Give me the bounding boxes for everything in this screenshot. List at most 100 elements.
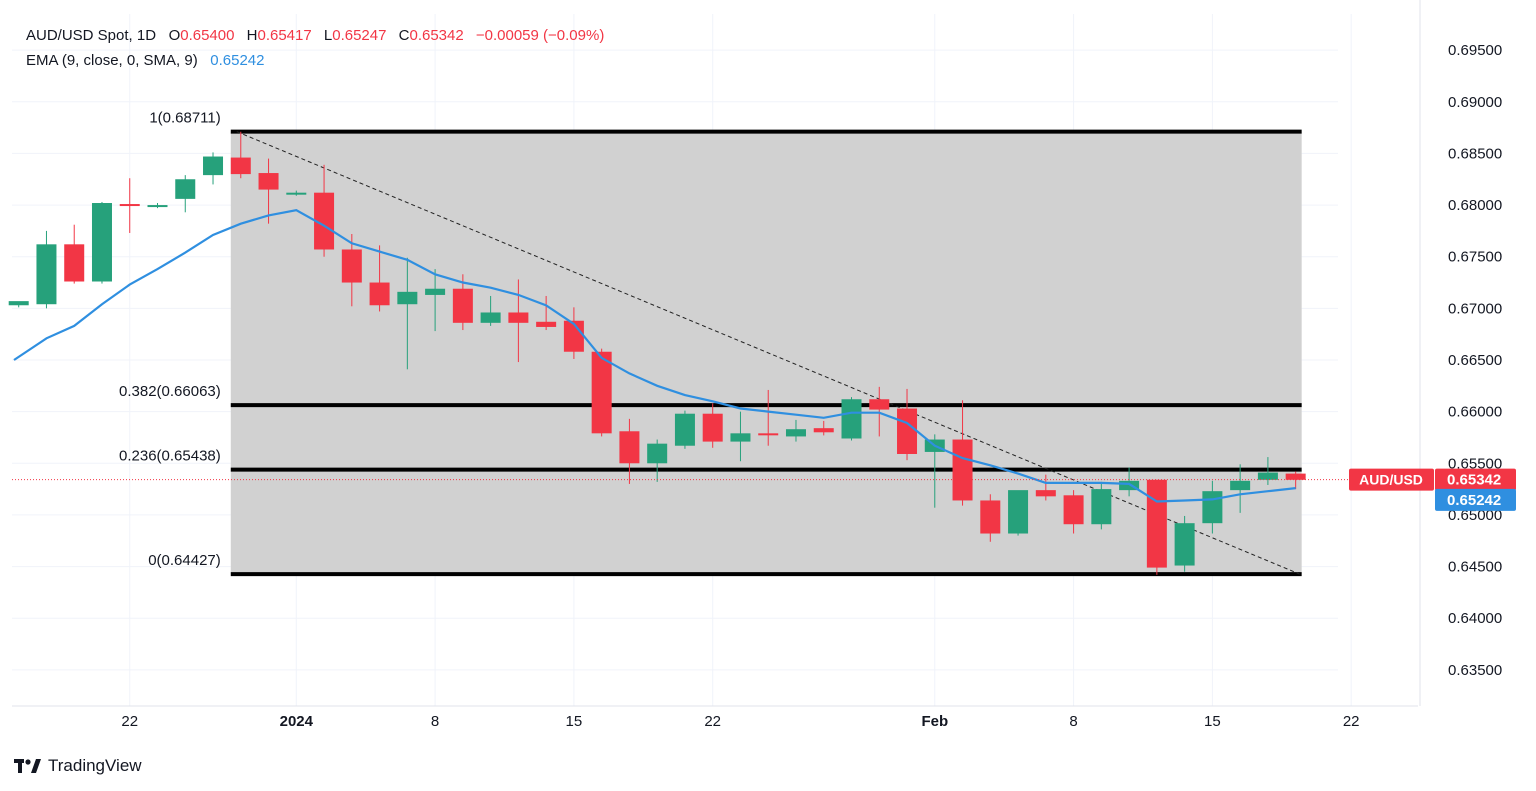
brand-name: TradingView <box>48 756 142 775</box>
candle-body <box>314 192 335 250</box>
candle <box>1230 464 1251 513</box>
candle-body <box>1146 479 1167 568</box>
candle <box>758 389 779 446</box>
candle-body <box>980 500 1001 534</box>
change-value: −0.00059 (−0.09%) <box>475 27 605 44</box>
candle <box>230 131 251 179</box>
price-tick-label: 0.68500 <box>1448 145 1502 162</box>
candle <box>1063 490 1084 534</box>
candle-body <box>369 282 390 306</box>
time-tick-label: 15 <box>1204 713 1221 730</box>
fib-level-label: 1(0.68711) <box>149 110 220 127</box>
ema-price-tag <box>1435 488 1516 511</box>
candle-body <box>175 179 196 199</box>
candle <box>314 164 335 257</box>
candle <box>1035 474 1056 501</box>
fib-zone <box>230 131 1302 575</box>
low-value: 0.65247 <box>332 27 387 44</box>
candle-body <box>952 439 973 501</box>
candle <box>785 419 806 442</box>
candle <box>36 230 57 309</box>
last-price-value: 0.65342 <box>1447 472 1501 489</box>
candle-body <box>1202 491 1223 524</box>
candle <box>1257 457 1278 485</box>
candle-body <box>785 429 806 437</box>
time-tick-label: 22 <box>1343 713 1360 730</box>
candle <box>397 257 418 370</box>
fib-level-label: 0(0.64427) <box>148 552 221 569</box>
time-tick-label: 22 <box>121 713 138 730</box>
fib-level-label: 0.236(0.65438) <box>119 448 221 465</box>
candle <box>64 224 85 284</box>
candle-body <box>1035 490 1056 497</box>
candle <box>841 397 862 441</box>
trend-line <box>236 131 1300 575</box>
candle <box>1008 490 1029 536</box>
tradingview-branding[interactable]: TradingView <box>14 756 142 776</box>
price-tick-label: 0.66500 <box>1448 352 1502 369</box>
price-tick-label: 0.67500 <box>1448 249 1502 266</box>
price-tick-label: 0.66000 <box>1448 404 1502 421</box>
candle <box>286 190 307 196</box>
candle <box>369 245 390 312</box>
symbol-ohlc-legend: AUD/USD Spot, 1D O0.65400 H0.65417 L0.65… <box>26 27 612 44</box>
fib-level-label: 0.382(0.66063) <box>119 383 221 400</box>
time-tick-label: 8 <box>431 713 439 730</box>
time-tick-label: Feb <box>921 713 948 730</box>
candle-body <box>1174 523 1195 566</box>
candle-body <box>1285 473 1306 480</box>
time-tick-label: 15 <box>566 713 583 730</box>
candle <box>1119 467 1140 497</box>
price-tick-label: 0.64000 <box>1448 610 1502 627</box>
time-tick-label: 8 <box>1069 713 1077 730</box>
ema-legend: EMA (9, close, 0, SMA, 9) 0.65242 <box>26 52 264 69</box>
candle-body <box>1008 490 1029 534</box>
ema-value: 0.65242 <box>210 52 265 69</box>
candle-body <box>91 203 112 282</box>
candle-body <box>341 249 362 283</box>
candle-body <box>869 399 890 410</box>
candle <box>203 152 224 185</box>
close-label: C <box>398 27 410 44</box>
ema-polyline <box>13 209 1296 503</box>
candle-body <box>8 301 29 306</box>
candle-body <box>147 205 168 208</box>
high-value: 0.65417 <box>257 27 312 44</box>
candle-body <box>452 288 473 323</box>
candle <box>619 418 640 484</box>
candle-body <box>674 413 695 446</box>
candle <box>813 420 834 436</box>
candle-body <box>647 443 668 464</box>
candle-body <box>397 291 418 305</box>
candle <box>119 178 140 233</box>
candle <box>897 388 918 461</box>
candle-body <box>730 433 751 442</box>
candle-body <box>36 244 57 305</box>
axes: 0.63500 0.64000 0.64500 0.65000 0.65500 0.660… <box>12 0 1516 730</box>
candle <box>536 295 557 331</box>
candle <box>425 269 446 332</box>
candle-body <box>64 244 85 282</box>
candle-body <box>1063 495 1084 525</box>
price-tick-label: 0.64500 <box>1448 559 1502 576</box>
candle-body <box>258 173 279 190</box>
price-tick-label: 0.69000 <box>1448 94 1502 111</box>
candle <box>91 201 112 284</box>
candle <box>647 439 668 482</box>
candle-body <box>591 351 612 434</box>
candle-body <box>286 192 307 195</box>
symbol-price-tag <box>1349 468 1434 491</box>
fibonacci-retracement: 1(0.68711) 0.382(0.66063) 0.236(0.65438) 0(… <box>119 110 1302 577</box>
symbol-tag-label: AUD/USD <box>1359 472 1423 488</box>
price-tick-label: 0.65500 <box>1448 455 1502 472</box>
price-tick-label: 0.63500 <box>1448 662 1502 679</box>
tradingview-logo-icon <box>14 759 41 773</box>
open-label: O <box>168 27 181 44</box>
price-tick-label: 0.67000 <box>1448 300 1502 317</box>
candle-body <box>536 321 557 327</box>
time-tick-label: 2024 <box>280 713 314 730</box>
candle-body <box>758 433 779 436</box>
candle-body <box>508 312 529 323</box>
candle-body <box>425 288 446 295</box>
